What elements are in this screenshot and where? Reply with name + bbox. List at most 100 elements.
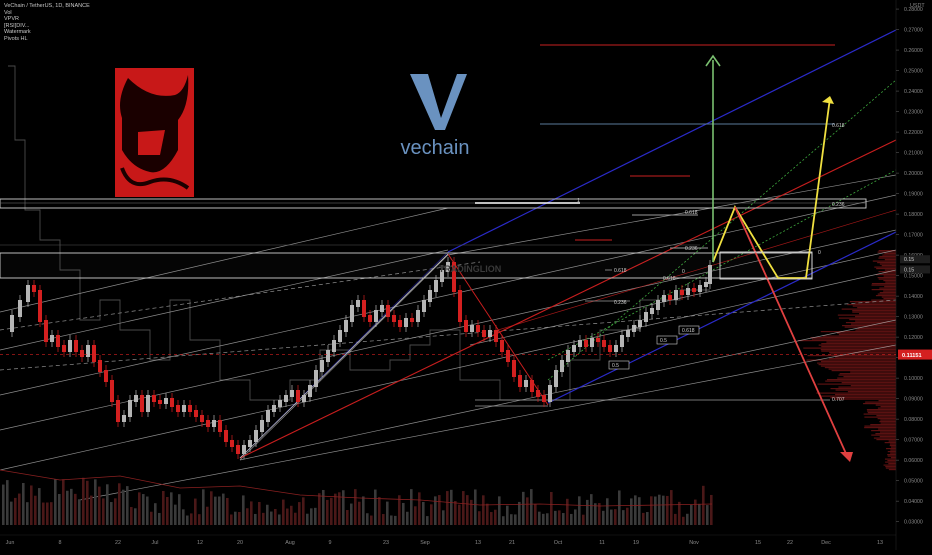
y-tick-label: 0.19000 <box>904 192 923 198</box>
x-tick-label: 22 <box>787 540 793 546</box>
volume-profile-bar <box>820 395 896 397</box>
volume-bar <box>30 485 33 525</box>
candle-body <box>104 370 108 382</box>
volume-profile-bar <box>830 353 896 355</box>
volume-bar <box>398 495 401 525</box>
y-tick-label: 0.08000 <box>904 417 923 423</box>
trend-line-gray <box>0 207 449 313</box>
volume-profile-bar <box>844 326 896 328</box>
candle-body <box>572 345 576 352</box>
study-pivots[interactable]: Pivots HL <box>4 35 28 42</box>
volume-bar <box>554 510 557 525</box>
fib-label: 0.618 <box>663 276 676 282</box>
volume-bar <box>402 502 405 525</box>
candle-body <box>614 345 618 352</box>
x-tick-label: 19 <box>633 540 639 546</box>
volume-profile-bar <box>837 377 896 379</box>
volume-bar <box>654 496 657 525</box>
volume-bar <box>174 504 177 525</box>
candle-body <box>362 300 366 317</box>
volume-bar <box>422 501 425 525</box>
volume-profile-bar <box>835 356 896 358</box>
candle-body <box>680 290 684 295</box>
volume-profile-bar <box>847 391 896 393</box>
candle-body <box>308 385 312 397</box>
volume-profile-bar <box>834 398 896 400</box>
x-tick-label: 13 <box>877 540 883 546</box>
volume-bar <box>698 503 701 525</box>
volume-profile-bar <box>850 371 896 373</box>
candle-body <box>158 400 162 404</box>
projection-arrowhead-yellow <box>822 96 834 104</box>
volume-bar <box>650 496 653 525</box>
volume-profile-bar <box>863 403 896 405</box>
channel-red-inner <box>497 209 897 331</box>
fib-label-box <box>608 360 630 370</box>
candle-body <box>62 345 66 352</box>
volume-profile-bar <box>877 418 896 420</box>
volume-profile-bar <box>888 463 896 465</box>
volume-profile-bar <box>872 260 896 262</box>
volume-bar <box>86 480 89 525</box>
volume-bar <box>322 489 325 525</box>
volume-profile-bar <box>879 436 896 438</box>
study-vpvr[interactable]: VPVR <box>4 16 19 23</box>
x-tick-label: Oct <box>554 540 563 546</box>
volume-profile-bar <box>871 434 896 436</box>
volume-profile-bar <box>836 332 896 334</box>
volume-profile-bar <box>879 292 896 294</box>
study-watermark[interactable]: Watermark <box>4 29 31 36</box>
volume-bar <box>26 502 29 525</box>
candle-body <box>164 398 168 404</box>
candle-body <box>686 288 690 295</box>
candle-body <box>278 400 282 407</box>
candle-body <box>584 340 588 347</box>
candle-body <box>548 385 552 402</box>
volume-profile-bar <box>878 250 896 252</box>
x-tick-label: Jun <box>6 540 15 546</box>
volume-bar <box>366 513 369 525</box>
fib-label-box <box>656 335 678 345</box>
volume-bar <box>98 486 101 525</box>
y-tick-label: 0.04000 <box>904 499 923 505</box>
price-tag-bg <box>900 265 930 274</box>
volume-bar <box>370 515 373 525</box>
volume-bar <box>486 503 489 525</box>
y-tick-label: 0.06000 <box>904 458 923 464</box>
candle-body <box>152 395 156 402</box>
volume-profile-bar <box>877 407 896 409</box>
candle-body <box>620 335 624 347</box>
volume-bar <box>534 503 537 525</box>
fib-label: 1 <box>577 198 580 204</box>
volume-profile-bar <box>877 293 896 295</box>
volume-profile-bar <box>871 283 896 285</box>
volume-profile-bar <box>852 310 896 312</box>
volume-bar <box>626 507 629 525</box>
trend-line-gray <box>469 249 897 346</box>
volume-bar <box>14 497 17 525</box>
volume-bar <box>310 508 313 525</box>
volume-profile-bar <box>884 458 896 460</box>
volume-bar <box>198 514 201 525</box>
candle-body <box>38 290 42 322</box>
study-rsi-div[interactable]: [RSI]DIV... <box>4 22 30 29</box>
volume-bar <box>566 498 569 525</box>
candle-body <box>134 395 138 402</box>
y-tick-label: 0.17000 <box>904 233 923 239</box>
candle-body <box>182 405 186 412</box>
volume-profile-bar <box>886 448 896 450</box>
candle-body <box>254 430 258 442</box>
volume-bar <box>138 492 141 525</box>
study-vol[interactable]: Vol <box>4 9 12 16</box>
volume-profile-bar <box>888 440 896 442</box>
volume-bar <box>374 489 377 525</box>
volume-bar <box>78 499 81 525</box>
volume-profile-bar <box>838 334 896 336</box>
volume-bar <box>114 498 117 525</box>
channel-midline-dashed <box>0 261 481 331</box>
current-price-tag <box>898 349 932 360</box>
channel-red-centre <box>239 139 897 459</box>
volume-bar <box>394 515 397 525</box>
